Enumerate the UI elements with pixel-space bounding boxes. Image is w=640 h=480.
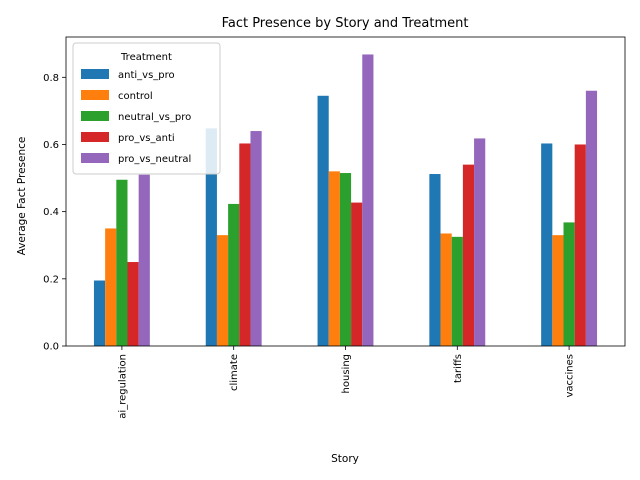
bar-pro_vs_anti-housing: [351, 202, 363, 346]
y-tick-label: 0.8: [43, 73, 59, 84]
legend-swatch-pro_vs_neutral: [81, 153, 109, 163]
bar-control-housing: [328, 171, 340, 346]
bar-anti_vs_pro-climate: [205, 128, 217, 346]
legend-swatch-control: [81, 90, 109, 100]
bar-neutral_vs_pro-vaccines: [563, 222, 575, 346]
bar-control-ai_regulation: [105, 228, 117, 346]
bar-pro_vs_anti-vaccines: [574, 144, 586, 346]
bar-control-vaccines: [552, 235, 564, 346]
x-tick-label: housing: [341, 354, 352, 393]
bar-anti_vs_pro-tariffs: [429, 174, 441, 346]
bar-pro_vs_neutral-climate: [250, 131, 262, 346]
bar-anti_vs_pro-vaccines: [541, 143, 553, 346]
bar-pro_vs_anti-ai_regulation: [127, 262, 139, 346]
bar-anti_vs_pro-housing: [317, 95, 329, 346]
legend-title: Treatment: [120, 52, 172, 63]
x-axis-label: Story: [331, 453, 359, 465]
legend-label-anti_vs_pro: anti_vs_pro: [118, 70, 175, 81]
bar-pro_vs_neutral-tariffs: [474, 138, 486, 346]
bar-control-climate: [216, 235, 229, 346]
legend-label-neutral_vs_pro: neutral_vs_pro: [118, 112, 191, 123]
bars-layer: [93, 54, 598, 347]
x-tick-label: climate: [229, 354, 240, 391]
y-tick-label: 0.0: [43, 342, 59, 353]
x-tick-label: tariffs: [453, 354, 464, 383]
legend-label-control: control: [118, 91, 153, 102]
legend-label-pro_vs_neutral: pro_vs_neutral: [118, 154, 191, 165]
bar-neutral_vs_pro-tariffs: [451, 236, 463, 346]
bar-pro_vs_anti-tariffs: [462, 164, 475, 346]
y-tick-label: 0.2: [43, 274, 59, 285]
x-tick-label: vaccines: [565, 354, 576, 398]
legend-swatch-neutral_vs_pro: [81, 111, 109, 121]
chart-title: Fact Presence by Story and Treatment: [222, 16, 469, 31]
bar-neutral_vs_pro-housing: [339, 173, 352, 346]
bar-pro_vs_anti-climate: [239, 143, 251, 346]
bar-pro_vs_neutral-vaccines: [585, 90, 598, 347]
axes-layer: 0.0 0.2 0.4 0.6 0.8 ai_regulation climate housi…: [43, 36, 626, 419]
x-tick-label: ai_regulation: [117, 354, 128, 419]
legend-swatch-pro_vs_anti: [81, 132, 109, 142]
bar-pro_vs_neutral-housing: [362, 54, 374, 346]
bar-control-tariffs: [440, 233, 452, 346]
bar-anti_vs_pro-ai_regulation: [93, 280, 106, 346]
y-tick-label: 0.4: [43, 207, 59, 218]
legend-label-pro_vs_anti: pro_vs_anti: [118, 133, 175, 144]
bar-neutral_vs_pro-climate: [228, 203, 240, 346]
y-tick-label: 0.6: [43, 140, 59, 151]
bar-neutral_vs_pro-ai_regulation: [116, 179, 128, 346]
legend-swatch-anti_vs_pro: [81, 69, 109, 79]
legend-frame: [72, 42, 221, 175]
bar-pro_vs_neutral-ai_regulation: [138, 174, 150, 346]
y-axis-label: Average Fact Presence: [16, 137, 28, 256]
